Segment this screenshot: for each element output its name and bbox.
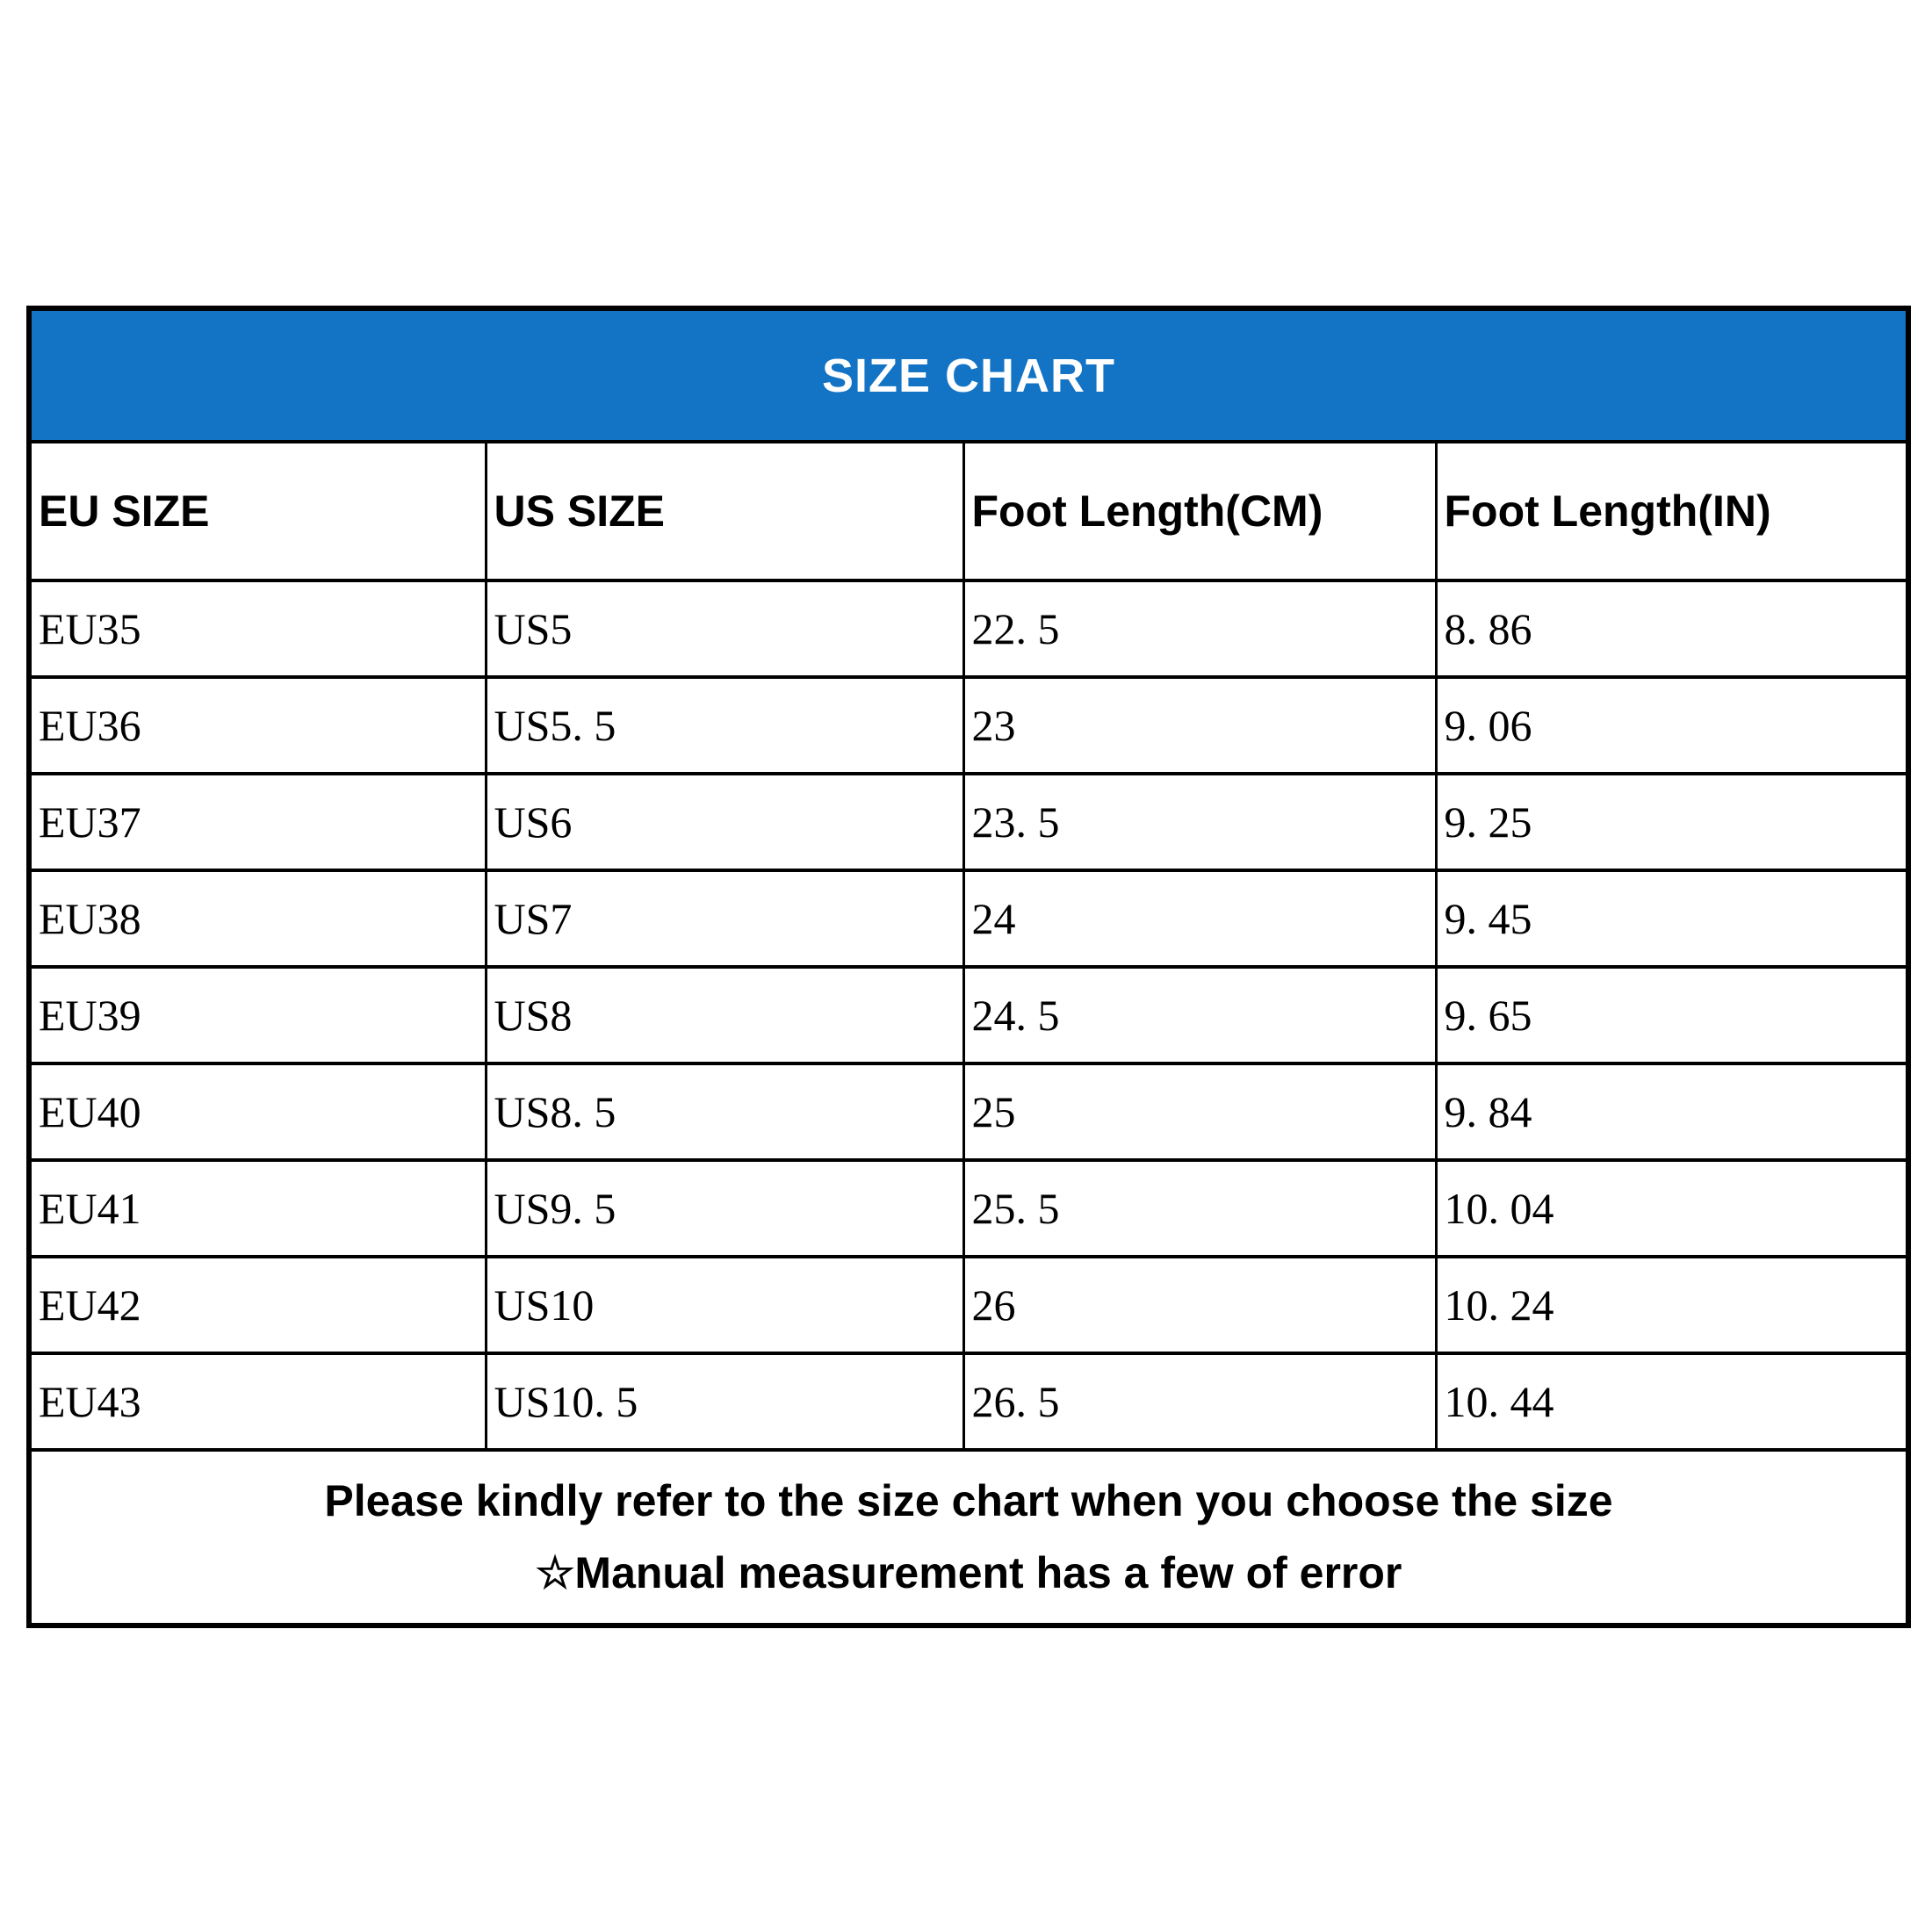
size-chart-table: SIZE CHART EU SIZE US SIZE Foot Length(C…	[26, 306, 1911, 1628]
table-row-eu41: EU41 US9. 5 25. 5 10. 04	[27, 1158, 1910, 1258]
footer-note-2: ☆Manual measurement has a few of error	[535, 1547, 1402, 1597]
table-row-eu35: EU35 US5 22. 5 8. 86	[27, 579, 1910, 679]
table-cell: US6	[484, 772, 965, 872]
table-row-eu40: EU40 US8. 5 25 9. 84	[27, 1062, 1910, 1162]
table-cell: 10. 24	[1434, 1255, 1910, 1355]
table-row-eu38: EU38 US7 24 9. 45	[27, 869, 1910, 969]
table-cell: EU40	[27, 1062, 487, 1162]
table-cell: 9. 84	[1434, 1062, 1910, 1162]
table-cell: 26. 5	[962, 1352, 1438, 1452]
table-cell: US8	[484, 965, 965, 1065]
table-cell: 25	[962, 1062, 1438, 1162]
table-cell: US7	[484, 869, 965, 969]
table-cell: 23. 5	[962, 772, 1438, 872]
footer-notes: Please kindly refer to the size chart wh…	[32, 1454, 1905, 1621]
table-cell: 8. 86	[1434, 579, 1910, 679]
table-cell: 9. 25	[1434, 772, 1910, 872]
table-cell: 10. 04	[1434, 1158, 1910, 1258]
table-cell: 25. 5	[962, 1158, 1438, 1258]
title-row: SIZE CHART	[27, 306, 1910, 443]
table-title: SIZE CHART	[27, 306, 1910, 443]
table-cell: US8. 5	[484, 1062, 965, 1162]
column-header-foot-length-in: Foot Length(IN)	[1434, 440, 1910, 582]
column-header-row: EU SIZE US SIZE Foot Length(CM) Foot Len…	[27, 440, 1910, 582]
table-cell: US5	[484, 579, 965, 679]
table-cell: 9. 65	[1434, 965, 1910, 1065]
table-cell: 24. 5	[962, 965, 1438, 1065]
table-cell: 26	[962, 1255, 1438, 1355]
table-row-eu42: EU42 US10 26 10. 24	[27, 1255, 1910, 1355]
table-cell: 22. 5	[962, 579, 1438, 679]
column-header-us-size: US SIZE	[484, 440, 965, 582]
table-cell: US5. 5	[484, 675, 965, 775]
table-cell: EU39	[27, 965, 487, 1065]
table-cell: EU41	[27, 1158, 487, 1258]
table-cell: 9. 06	[1434, 675, 1910, 775]
column-header-eu-size: EU SIZE	[27, 440, 487, 582]
table-footer: Please kindly refer to the size chart wh…	[27, 1448, 1910, 1627]
table-cell: EU35	[27, 579, 487, 679]
table-cell: US9. 5	[484, 1158, 965, 1258]
table-cell: 9. 45	[1434, 869, 1910, 969]
table-row-eu36: EU36 US5. 5 23 9. 06	[27, 675, 1910, 775]
table-cell: 23	[962, 675, 1438, 775]
table-row-eu37: EU37 US6 23. 5 9. 25	[27, 772, 1910, 872]
column-header-foot-length-cm: Foot Length(CM)	[962, 440, 1438, 582]
table-cell: EU36	[27, 675, 487, 775]
table-cell: EU38	[27, 869, 487, 969]
table-cell: 10. 44	[1434, 1352, 1910, 1452]
table-cell: 24	[962, 869, 1438, 969]
table-cell: EU37	[27, 772, 487, 872]
table-row-eu39: EU39 US8 24. 5 9. 65	[27, 965, 1910, 1065]
table-cell: EU42	[27, 1255, 487, 1355]
footer-row: Please kindly refer to the size chart wh…	[27, 1448, 1910, 1627]
table-row-eu43: EU43 US10. 5 26. 5 10. 44	[27, 1352, 1910, 1452]
table-cell: US10. 5	[484, 1352, 965, 1452]
table-cell: US10	[484, 1255, 965, 1355]
table-cell: EU43	[27, 1352, 487, 1452]
footer-note-1: Please kindly refer to the size chart wh…	[324, 1476, 1613, 1526]
